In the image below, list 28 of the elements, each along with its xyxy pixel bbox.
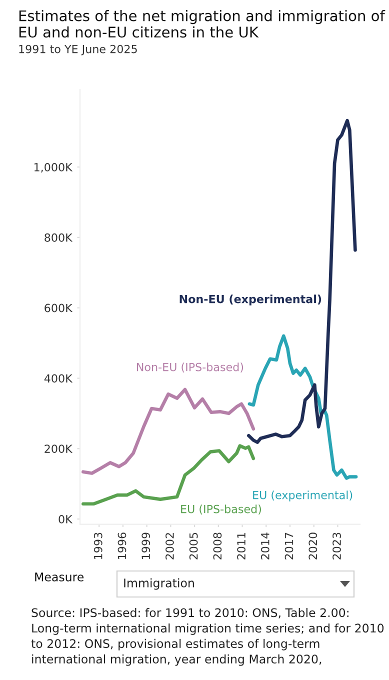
y-tick-label: 400K [44,374,73,383]
x-tick-label: 1993 [94,532,102,559]
y-tick-label: 1,000K [34,163,73,173]
x-tick-label: 1999 [142,532,150,559]
chart-title: Estimates of the net migration and immigration of EU and non-EU citizens in the UK [19,10,386,38]
series-label: EU (experimental) [253,490,352,502]
y-tick-label: 600K [44,304,73,312]
series-label: EU (IPS-based) [181,504,261,515]
source-note: Source: IPS-based: for 1991 to 2010: ONS, Table 2.00: Long-term international migration time series; and for 2010 to 2012: ONS, provisional estimates of long-term international migration, year ending March 2020, [31,608,384,666]
y-tick-label: 200K [44,444,73,454]
chart-subtitle: 1991 to YE June 2025 [19,44,137,56]
x-tick-label: 2002 [166,533,174,560]
x-tick-label: 2014 [260,532,270,560]
text: Immigration [124,578,194,590]
series-label: Non-EU (experimental) [180,294,322,306]
x-tick-label: 2005 [189,532,198,560]
x-tick-label: 1996 [118,532,126,559]
text: Measure [35,572,84,582]
line-series [82,388,256,475]
y-tick-label: 0K [58,514,73,524]
x-tick-label: 2017 [284,532,294,560]
x-tick-label: 2020 [308,532,318,560]
line-series [248,334,358,480]
x-tick-label: 2008 [213,532,222,560]
x-tick-label: 2011 [237,532,246,560]
text: Non-EU (IPS-based) [136,362,244,373]
y-tick-label: 800K [44,233,73,242]
x-tick-label: 2023 [332,532,341,560]
